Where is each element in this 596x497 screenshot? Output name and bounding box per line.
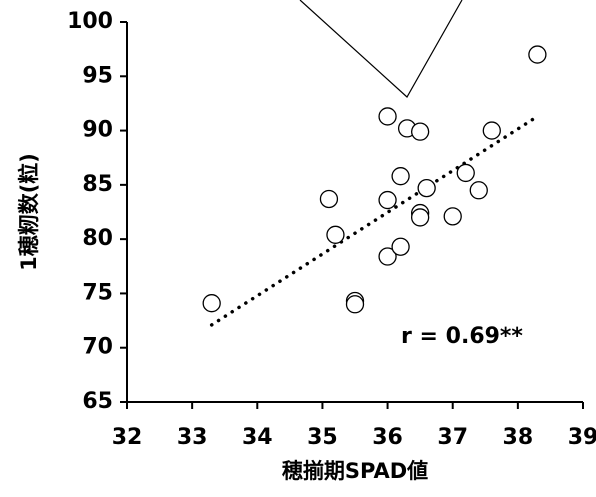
y-tick-label: 90	[82, 118, 113, 143]
x-tick-label: 39	[568, 425, 596, 450]
point	[469, 181, 488, 200]
point	[443, 207, 462, 226]
point	[417, 178, 436, 198]
point	[319, 189, 339, 209]
point	[378, 107, 397, 126]
point	[378, 190, 397, 210]
y-tick-label: 75	[82, 280, 113, 305]
x-tick-label: 32	[112, 425, 143, 450]
y-tick-label: 65	[82, 389, 113, 414]
x-tick-label: 36	[372, 425, 403, 450]
point	[410, 122, 430, 141]
y-tick-label: 85	[82, 172, 113, 197]
y-tick-label: 70	[82, 335, 113, 360]
x-tick-label: 37	[437, 425, 468, 450]
point	[391, 237, 410, 256]
point	[410, 208, 430, 227]
point	[345, 295, 365, 314]
y-axis-label: 1穂籾数(粒)	[17, 153, 41, 271]
point	[378, 247, 397, 266]
x-tick-label: 34	[242, 425, 273, 450]
point	[528, 45, 547, 64]
point	[326, 225, 345, 244]
trendline	[209, 114, 540, 327]
y-tick-label: 95	[82, 63, 113, 88]
annotation: r = 0.69**	[401, 324, 523, 349]
callout-shape	[299, 0, 463, 98]
x-axis-label: 穂揃期SPAD値	[282, 459, 428, 483]
point	[482, 121, 501, 140]
point	[456, 163, 475, 183]
y-tick-label: 80	[82, 226, 113, 251]
x-tick-label: 38	[503, 425, 534, 450]
point	[391, 167, 410, 186]
x-tick-label: 33	[177, 425, 208, 450]
x-tick-label: 35	[307, 425, 338, 450]
y-tick-label: 100	[67, 9, 113, 34]
point	[202, 294, 221, 313]
